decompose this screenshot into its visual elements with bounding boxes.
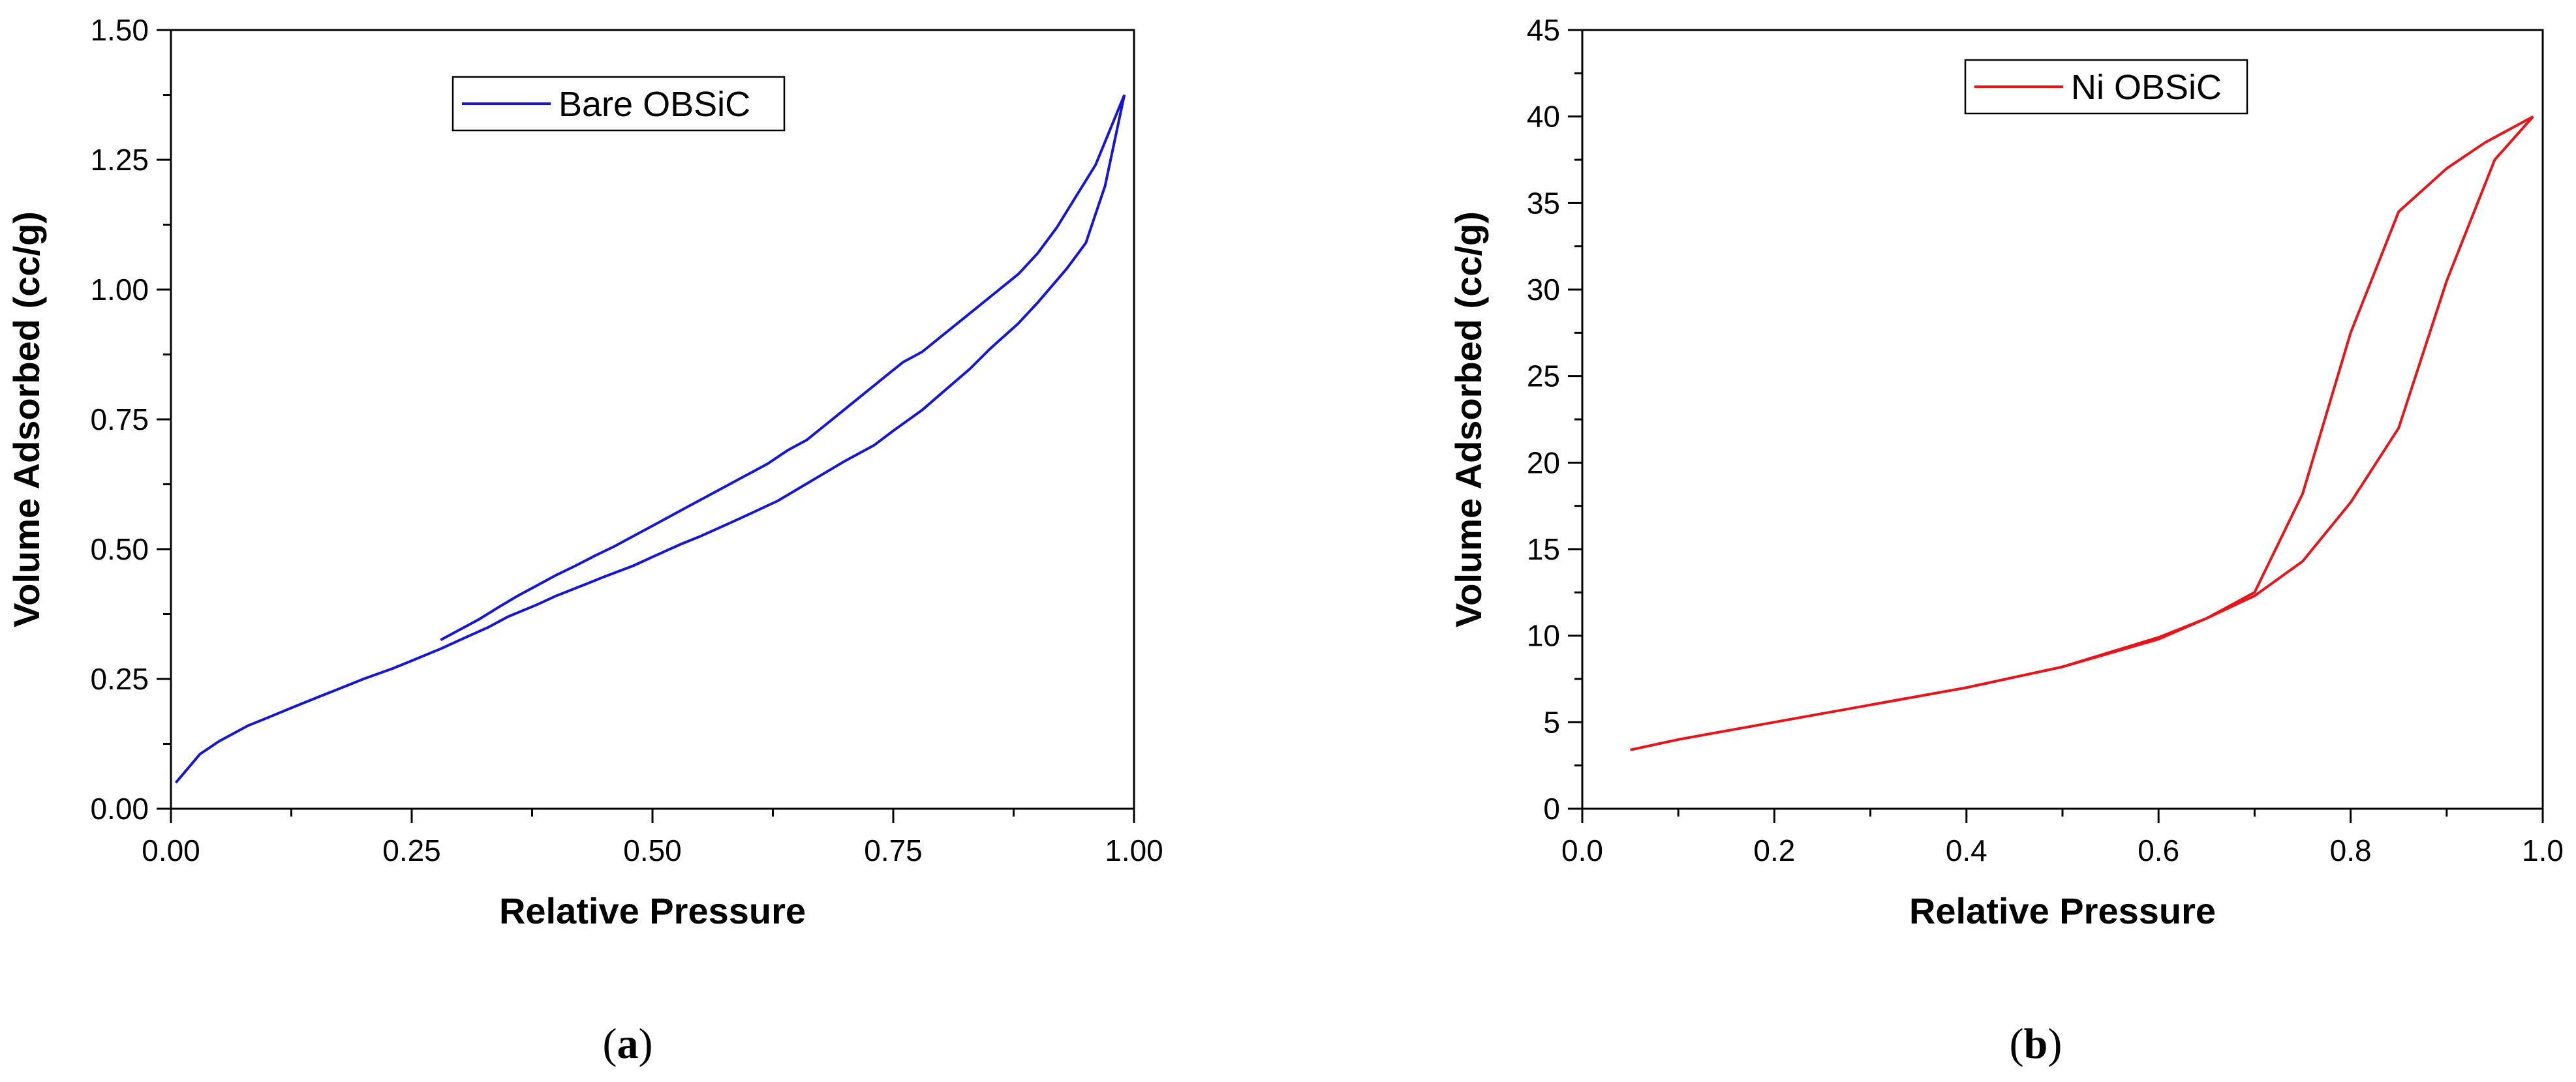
caption-paren-open: (: [2010, 1020, 2024, 1068]
legend-label: Bare OBSiC: [559, 85, 750, 124]
adsorption-branch-line: [174, 95, 1126, 784]
x-tick-label: 0.00: [142, 834, 200, 867]
panel-caption: (b): [2010, 1020, 2062, 1068]
caption-paren-open: (: [603, 1020, 617, 1068]
plot-frame: [1581, 29, 2544, 810]
y-axis-label: Volume Adsorbed (cc/g): [1448, 211, 1489, 627]
x-axis-label: Relative Pressure: [1909, 890, 2216, 931]
x-tick-label: 1.0: [2522, 834, 2564, 867]
x-tick-label: 0.50: [623, 834, 682, 867]
y-tick-label: 0.50: [90, 532, 149, 566]
x-tick-label: 0.4: [1946, 834, 1987, 867]
plot-frame: [170, 29, 1135, 810]
panel-caption: (a): [603, 1020, 653, 1068]
y-tick-label: 0: [1543, 792, 1560, 826]
caption-paren-close: ): [2047, 1020, 2062, 1068]
y-axis-label: Volume Adsorbed (cc/g): [6, 211, 47, 627]
desorption-branch-line: [1870, 115, 2534, 706]
caption-letter: b: [2024, 1020, 2048, 1068]
panel-b-chart: 0.0 0.2 0.4 0.6 0.8 1.0 0 5 10 15 20 25 30 35 40 45 Rela…: [1448, 13, 2564, 1068]
caption-paren-close: ): [639, 1020, 653, 1068]
panel-a-chart: 0.00 0.25 0.50 0.75 1.00 0.00 0.25 0.50 0.75 1.00…: [6, 13, 1163, 1068]
y-tick-label: 35: [1527, 186, 1560, 220]
y-tick-label: 1.00: [90, 273, 149, 307]
x-tick-label: 0.75: [864, 834, 923, 867]
x-tick-label: 0.6: [2138, 834, 2179, 867]
y-tick-label: 45: [1527, 13, 1560, 47]
y-tick-label: 40: [1527, 100, 1560, 134]
legend-label: Ni OBSiC: [2071, 68, 2222, 107]
y-tick-label: 0.00: [90, 792, 149, 826]
y-tick-label: 1.25: [90, 143, 149, 177]
y-tick-label: 15: [1527, 532, 1560, 566]
x-tick-label: 0.8: [2330, 834, 2372, 867]
caption-letter: a: [617, 1020, 639, 1068]
x-tick-label: 0.0: [1561, 834, 1603, 867]
y-tick-label: 30: [1527, 273, 1560, 307]
x-tick-label: 0.25: [382, 834, 441, 867]
y-tick-label: 10: [1527, 619, 1560, 653]
x-axis-label: Relative Pressure: [499, 890, 806, 931]
y-tick-label: 20: [1527, 445, 1560, 479]
desorption-branch-line: [440, 94, 1126, 642]
y-tick-label: 1.50: [90, 13, 149, 47]
y-tick-label: 25: [1527, 359, 1560, 393]
y-tick-label: 0.25: [90, 662, 149, 696]
x-tick-label: 1.00: [1105, 834, 1163, 867]
y-tick-label: 5: [1543, 705, 1560, 739]
x-tick-label: 0.2: [1753, 834, 1795, 867]
y-tick-label: 0.75: [90, 402, 149, 436]
